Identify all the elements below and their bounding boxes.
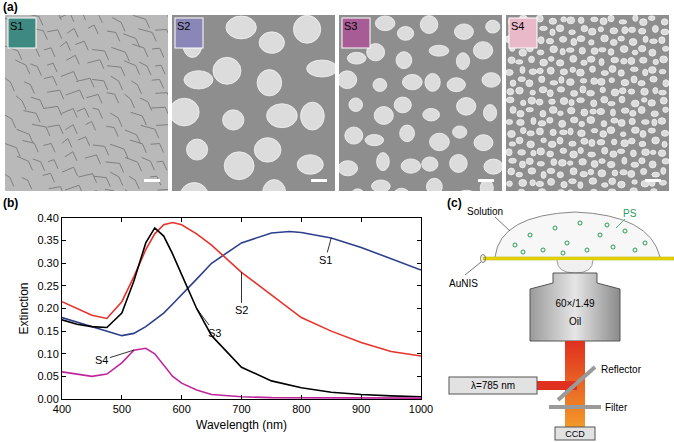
svg-text:60×/1.49: 60×/1.49: [555, 298, 595, 309]
svg-text:Filter: Filter: [605, 402, 628, 413]
svg-text:800: 800: [292, 403, 310, 415]
svg-text:0.40: 0.40: [37, 212, 58, 224]
svg-text:PS: PS: [623, 208, 637, 219]
svg-text:0.15: 0.15: [37, 325, 58, 337]
svg-text:1000: 1000: [409, 403, 433, 415]
svg-text:Extinction: Extinction: [17, 282, 31, 334]
svg-text:λ=785 nm: λ=785 nm: [471, 380, 515, 391]
svg-text:Reflector: Reflector: [601, 364, 642, 375]
svg-text:0.30: 0.30: [37, 257, 58, 269]
html-text:(a): (a): [3, 0, 18, 14]
svg-text:Oil: Oil: [569, 316, 581, 327]
svg-text:CCD: CCD: [565, 429, 585, 439]
svg-text:0.35: 0.35: [37, 234, 58, 246]
svg-text:600: 600: [172, 403, 190, 415]
svg-text:0.25: 0.25: [37, 280, 58, 292]
svg-text:AuNIS: AuNIS: [449, 278, 478, 289]
svg-text:500: 500: [113, 403, 131, 415]
svg-text:Wavelength (nm): Wavelength (nm): [196, 418, 287, 432]
svg-text:900: 900: [352, 403, 370, 415]
svg-text:400: 400: [53, 403, 71, 415]
svg-text:700: 700: [232, 403, 250, 415]
svg-text:0.05: 0.05: [37, 370, 58, 382]
svg-text:Solution: Solution: [467, 206, 503, 217]
svg-text:S3: S3: [344, 20, 357, 32]
svg-text:S4: S4: [95, 354, 108, 366]
html-text:(b): (b): [3, 196, 19, 210]
svg-text:S3: S3: [208, 327, 221, 339]
svg-text:S2: S2: [177, 20, 190, 32]
html-text:(c): (c): [447, 196, 462, 210]
svg-text:S4: S4: [511, 20, 524, 32]
svg-text:0.20: 0.20: [37, 302, 58, 314]
svg-text:S1: S1: [319, 254, 332, 266]
svg-text:S2: S2: [235, 304, 248, 316]
svg-text:0.00: 0.00: [37, 393, 58, 405]
svg-text:0.10: 0.10: [37, 348, 58, 360]
svg-text:S1: S1: [10, 20, 23, 32]
